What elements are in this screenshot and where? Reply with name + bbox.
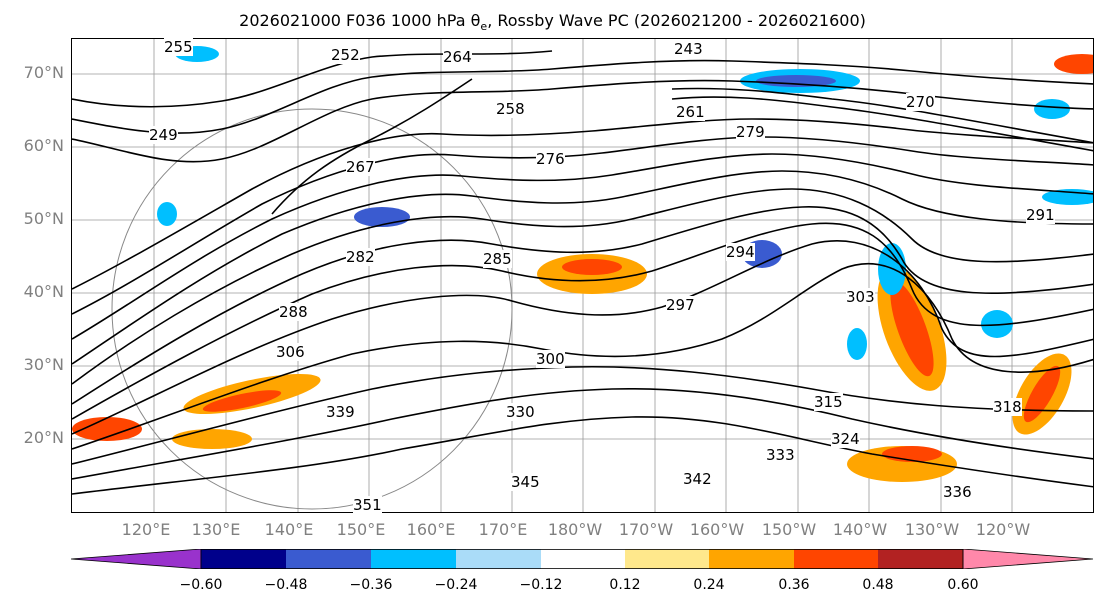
colorbar-tick: 0.36 bbox=[778, 577, 810, 593]
map-panel bbox=[71, 38, 1094, 513]
colorbar-bin bbox=[286, 549, 371, 569]
lon-label-180w: 180°W bbox=[547, 520, 603, 539]
map-svg bbox=[72, 39, 1093, 512]
lon-label-160w: 160°W bbox=[689, 520, 745, 539]
lon-label-140w: 140°W bbox=[832, 520, 888, 539]
lon-label-160e: 160°E bbox=[406, 520, 456, 539]
colorbar-bin bbox=[794, 549, 878, 569]
colorbar-tick: −0.24 bbox=[434, 577, 478, 593]
colorbar-bin bbox=[70, 548, 202, 570]
colorbar-tick: 0.48 bbox=[862, 577, 894, 593]
lat-label-50: 50°N bbox=[23, 209, 64, 228]
lon-label-170w: 170°W bbox=[618, 520, 674, 539]
colorbar-bin bbox=[371, 549, 456, 569]
lon-label-150e: 150°E bbox=[336, 520, 386, 539]
colorbar-tick: 0.12 bbox=[609, 577, 641, 593]
colorbar-tick: −0.48 bbox=[264, 577, 308, 593]
lat-label-40: 40°N bbox=[23, 282, 64, 301]
colorbar-tick: −0.60 bbox=[179, 577, 223, 593]
lon-label-120w: 120°W bbox=[975, 520, 1031, 539]
colorbar-bin bbox=[201, 549, 286, 569]
colorbar-tick: 0.24 bbox=[693, 577, 725, 593]
lon-label-170e: 170°E bbox=[478, 520, 528, 539]
colorbar-bin bbox=[878, 549, 963, 569]
lon-label-130e: 130°E bbox=[191, 520, 241, 539]
colorbar bbox=[70, 548, 1094, 573]
lat-label-30: 30°N bbox=[23, 355, 64, 374]
lat-label-20: 20°N bbox=[23, 428, 64, 447]
colorbar-svg bbox=[70, 548, 1094, 570]
lon-label-150w: 150°W bbox=[761, 520, 817, 539]
colorbar-bin bbox=[541, 549, 625, 569]
lon-label-130w: 130°W bbox=[904, 520, 960, 539]
colorbar-bin bbox=[962, 548, 1094, 570]
colorbar-bin bbox=[625, 549, 709, 569]
range-ring bbox=[111, 108, 513, 510]
lon-label-120e: 120°E bbox=[121, 520, 171, 539]
colorbar-bin bbox=[709, 549, 794, 569]
lat-label-70: 70°N bbox=[23, 63, 64, 82]
lat-label-60: 60°N bbox=[23, 136, 64, 155]
colorbar-bin bbox=[456, 549, 541, 569]
colorbar-tick: −0.36 bbox=[349, 577, 393, 593]
map-title: 2026021000 F036 1000 hPa θe, Rossby Wave… bbox=[239, 11, 866, 34]
lon-label-140e: 140°E bbox=[264, 520, 314, 539]
colorbar-tick: −0.12 bbox=[519, 577, 563, 593]
colorbar-tick: 0.60 bbox=[947, 577, 979, 593]
